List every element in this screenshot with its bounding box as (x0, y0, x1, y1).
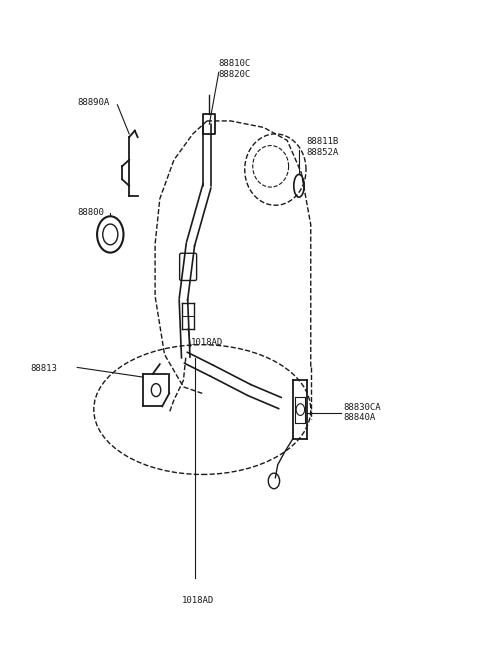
Text: 88810C
88820C: 88810C 88820C (219, 59, 251, 79)
Text: 88890A: 88890A (77, 99, 109, 107)
Text: 1018AD: 1018AD (191, 338, 223, 348)
Text: 88800: 88800 (77, 208, 104, 217)
Text: 1018AD: 1018AD (181, 596, 214, 604)
Text: 88811B
88852A: 88811B 88852A (306, 137, 338, 156)
Text: 88830CA
88840A: 88830CA 88840A (344, 403, 382, 422)
Text: 88813: 88813 (30, 364, 57, 373)
